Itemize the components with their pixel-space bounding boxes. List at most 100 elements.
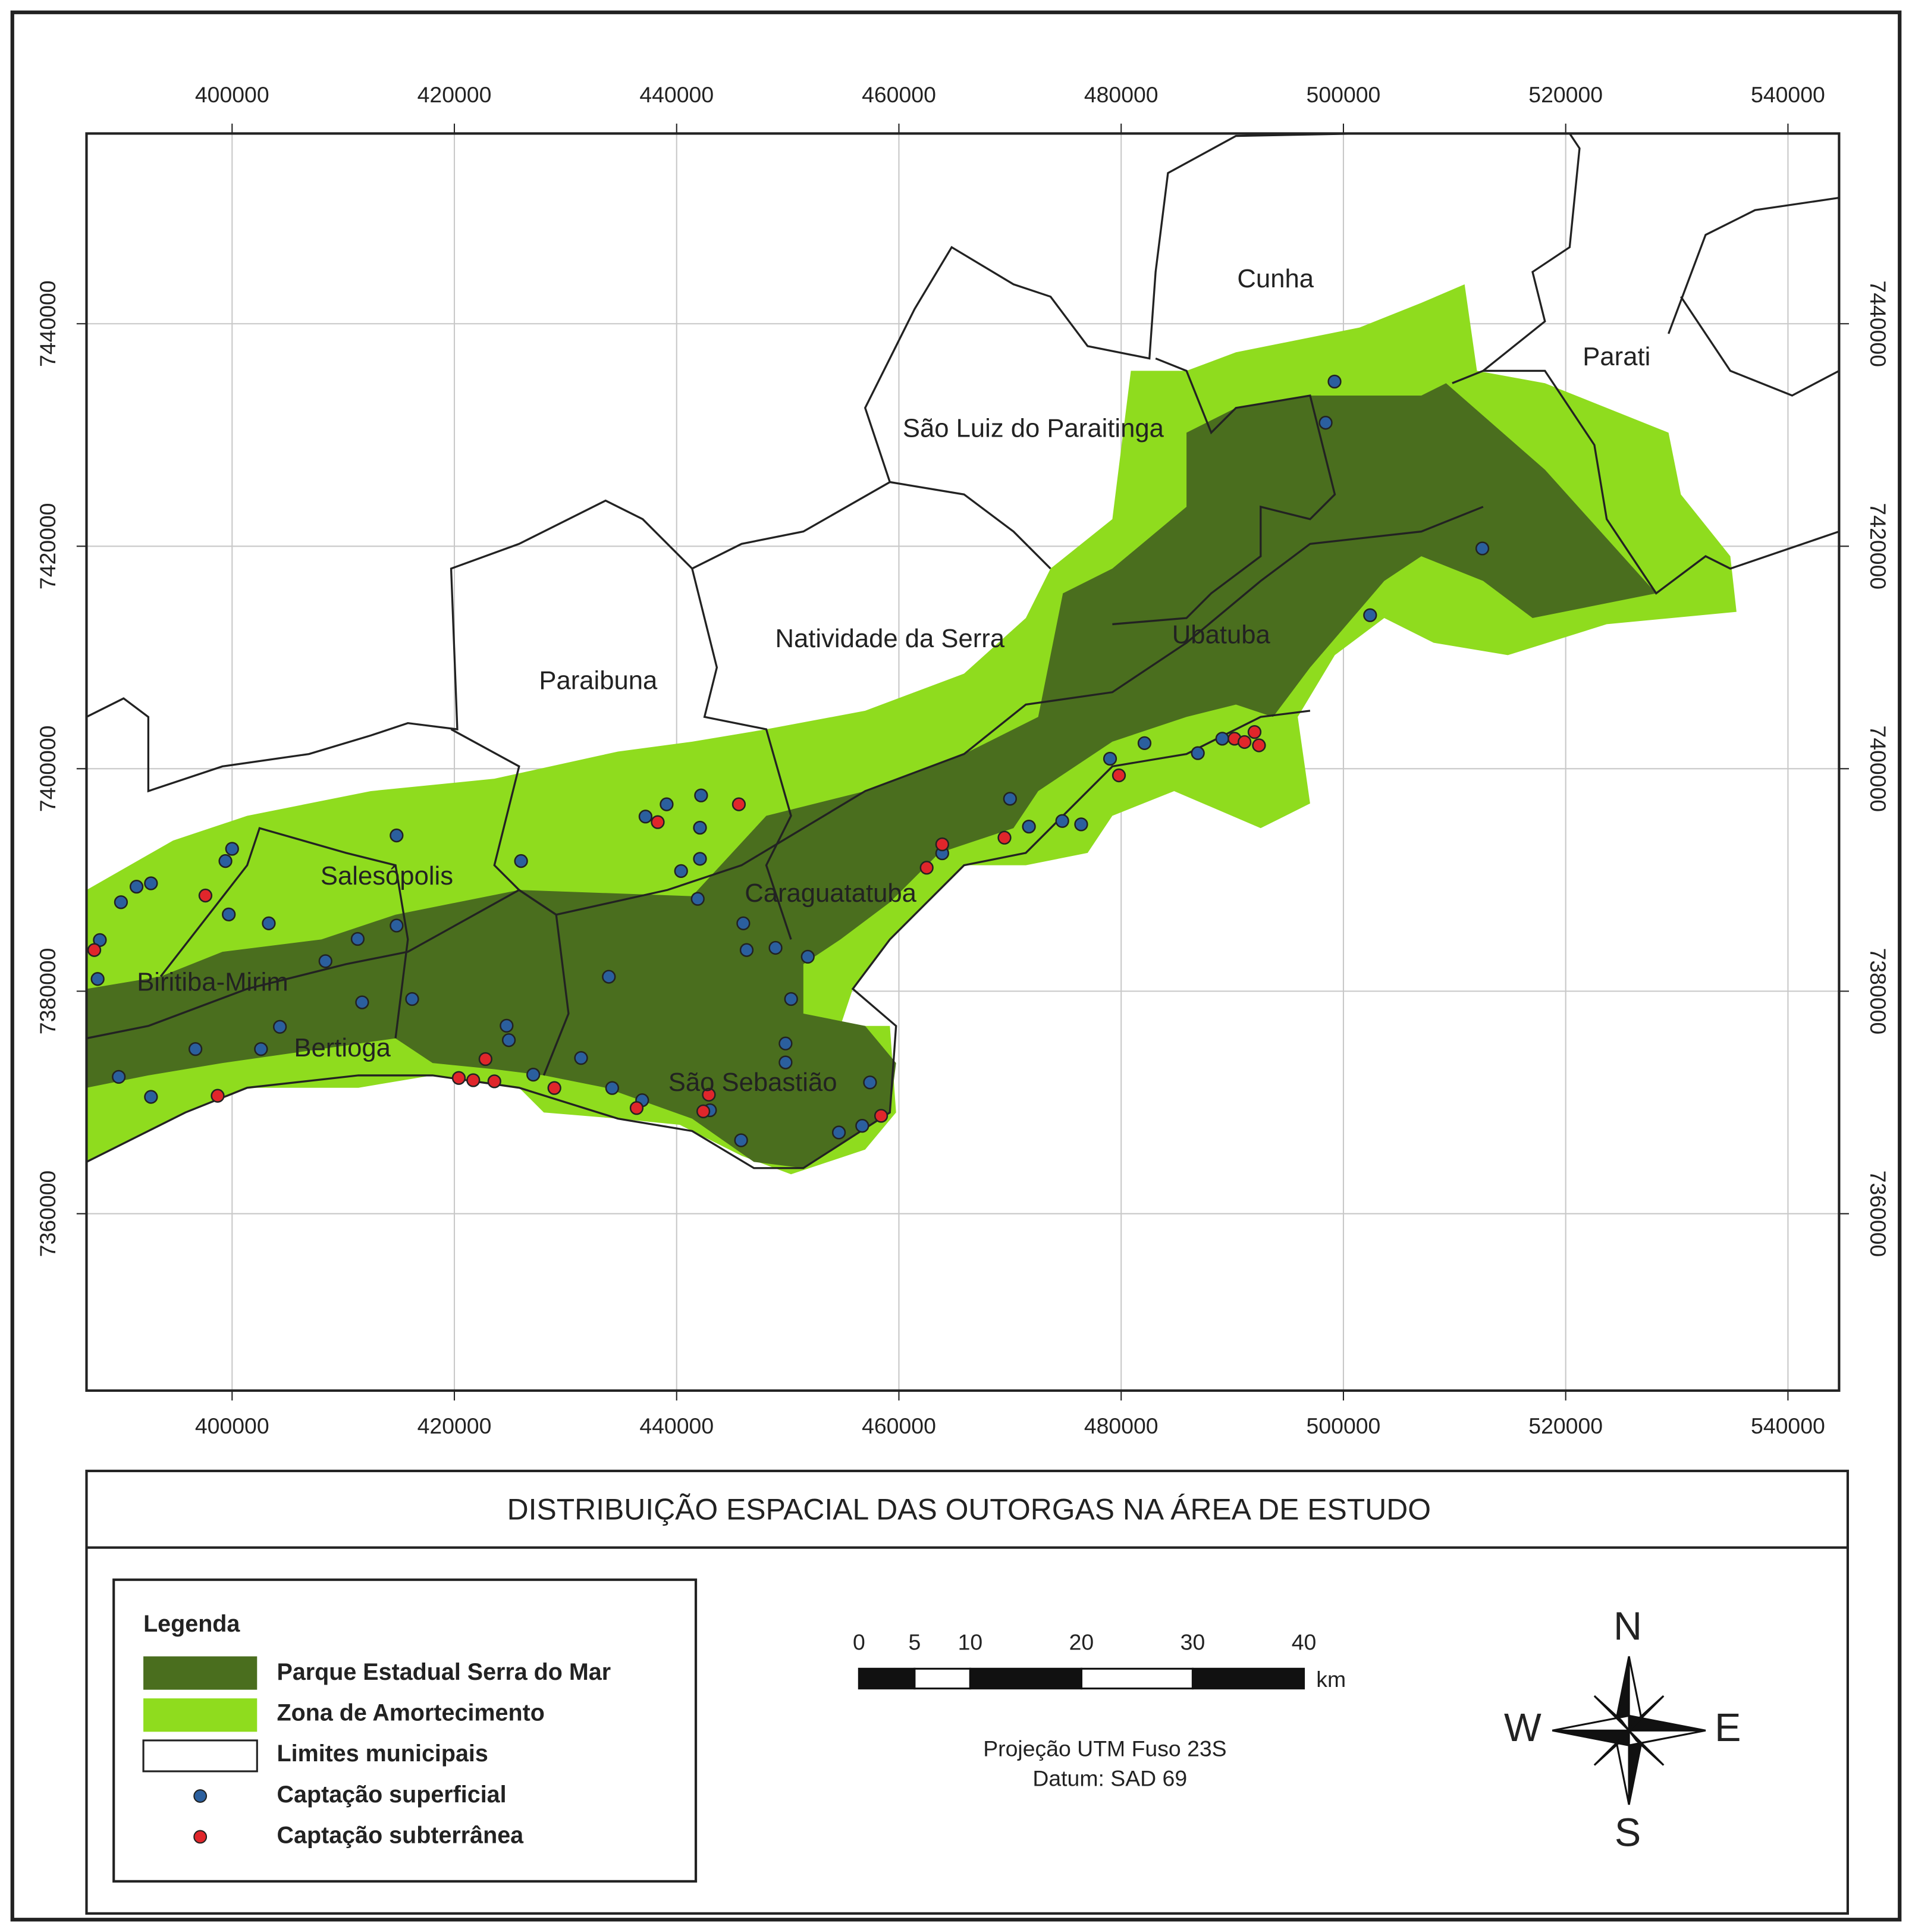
municipal-limits [86, 133, 1839, 1169]
scale-segment [1080, 1667, 1194, 1690]
intake-point [660, 797, 674, 811]
compass-label: W [1504, 1706, 1541, 1750]
y-tick-label: 7400000 [1866, 726, 1891, 813]
y-tick-label: 7400000 [35, 726, 60, 813]
legend-label: Captação subterrânea [277, 1822, 525, 1848]
intake-point [1074, 817, 1088, 832]
map-title: DISTRIBUIÇÃO ESPACIAL DAS OUTORGAS NA ÁR… [507, 1493, 1431, 1526]
intake-point [211, 1089, 225, 1103]
intake-point [114, 895, 128, 909]
intake-point [1003, 792, 1017, 806]
x-tick-label: 400000 [195, 82, 269, 107]
scale-label: 5 [908, 1630, 921, 1655]
compass-label: N [1613, 1604, 1642, 1648]
intake-point [694, 788, 708, 802]
intake-point [693, 852, 707, 866]
intake-point [144, 1090, 158, 1104]
intake-point [855, 1119, 869, 1133]
y-tick-label: 7440000 [1866, 280, 1891, 367]
intake-point [1475, 541, 1490, 556]
place-label: São Luiz do Paraitinga [903, 414, 1164, 443]
x-tick-label: 440000 [639, 1413, 714, 1438]
intake-point [318, 954, 332, 968]
intake-point [734, 1133, 748, 1147]
intake-point [188, 1042, 203, 1056]
place-label: Bertioga [294, 1033, 391, 1062]
y-tick-label: 7420000 [1866, 503, 1891, 590]
intake-point [1215, 732, 1229, 746]
intake-point [87, 943, 102, 957]
compass-label: S [1615, 1811, 1641, 1855]
intake-point [1137, 736, 1152, 750]
scale-label: 30 [1181, 1630, 1205, 1655]
place-label: Natividade da Serra [776, 624, 1005, 653]
legend-label: Captação superficial [277, 1782, 507, 1808]
scale-segment [913, 1667, 971, 1690]
legend-swatch [142, 1739, 258, 1773]
place-label: São Sebastião [668, 1068, 837, 1097]
intake-point [222, 907, 236, 921]
intake-point [514, 854, 528, 868]
intake-point [690, 892, 705, 906]
place-label: Parati [1583, 342, 1650, 371]
x-tick-label: 460000 [862, 1413, 936, 1438]
map-frame [85, 132, 1841, 1392]
points [87, 374, 1490, 1147]
scale-bar: 0 5 10 20 30 40 km [853, 1630, 1346, 1692]
x-tick-label: 520000 [1528, 1413, 1603, 1438]
x-tick-label: 480000 [1084, 82, 1158, 107]
intake-point [1112, 768, 1126, 783]
intake-point [935, 837, 949, 852]
intake-point [1318, 416, 1333, 430]
intake-point [500, 1018, 514, 1033]
intake-point [350, 932, 365, 946]
x-tick-label: 500000 [1307, 1413, 1381, 1438]
place-label: Caraguatatuba [745, 879, 916, 908]
map-layers [86, 133, 1839, 1391]
intake-point [198, 888, 213, 903]
intake-point [1327, 374, 1342, 389]
intake-point [547, 1081, 561, 1095]
place-label: Cunha [1237, 264, 1314, 293]
x-tick-label: 540000 [1751, 82, 1825, 107]
y-tick-label: 7420000 [35, 503, 60, 590]
legend-marker [193, 1830, 208, 1844]
intake-point [1055, 814, 1069, 828]
intake-point [451, 1071, 466, 1085]
intake-point [674, 864, 688, 879]
intake-point [129, 879, 144, 894]
intake-point [696, 1104, 711, 1119]
intake-point [1191, 746, 1205, 760]
intake-point [1363, 608, 1377, 622]
intake-point [225, 842, 239, 856]
compass-rose [1552, 1656, 1706, 1805]
intake-point [144, 876, 158, 890]
legend-box [112, 1578, 698, 1883]
intake-point [831, 1125, 846, 1140]
intake-point [254, 1042, 268, 1056]
intake-point [997, 830, 1012, 845]
legend-title: Legenda [143, 1611, 240, 1637]
x-tick-label: 500000 [1307, 82, 1381, 107]
place-label: Salesópolis [321, 861, 453, 890]
legend-swatch [143, 1656, 258, 1690]
datum: Datum: SAD 69 [1032, 1765, 1187, 1790]
intake-point [272, 1020, 287, 1034]
scale-segment [1191, 1667, 1305, 1690]
intake-point [651, 815, 665, 829]
place-label: Biritiba-Mirim [137, 968, 288, 997]
intake-point [731, 797, 746, 811]
intake-point [1103, 751, 1117, 766]
intake-point [390, 828, 404, 843]
scale-label: 0 [853, 1630, 865, 1655]
intake-point [784, 992, 798, 1006]
y-tick-label: 7380000 [35, 948, 60, 1035]
intake-point [800, 949, 815, 964]
x-tick-label: 460000 [862, 82, 936, 107]
x-tick-label: 420000 [417, 1413, 492, 1438]
intake-point [863, 1075, 877, 1090]
intake-point [487, 1074, 501, 1089]
intake-point [739, 943, 754, 957]
intake-point [112, 1070, 126, 1084]
